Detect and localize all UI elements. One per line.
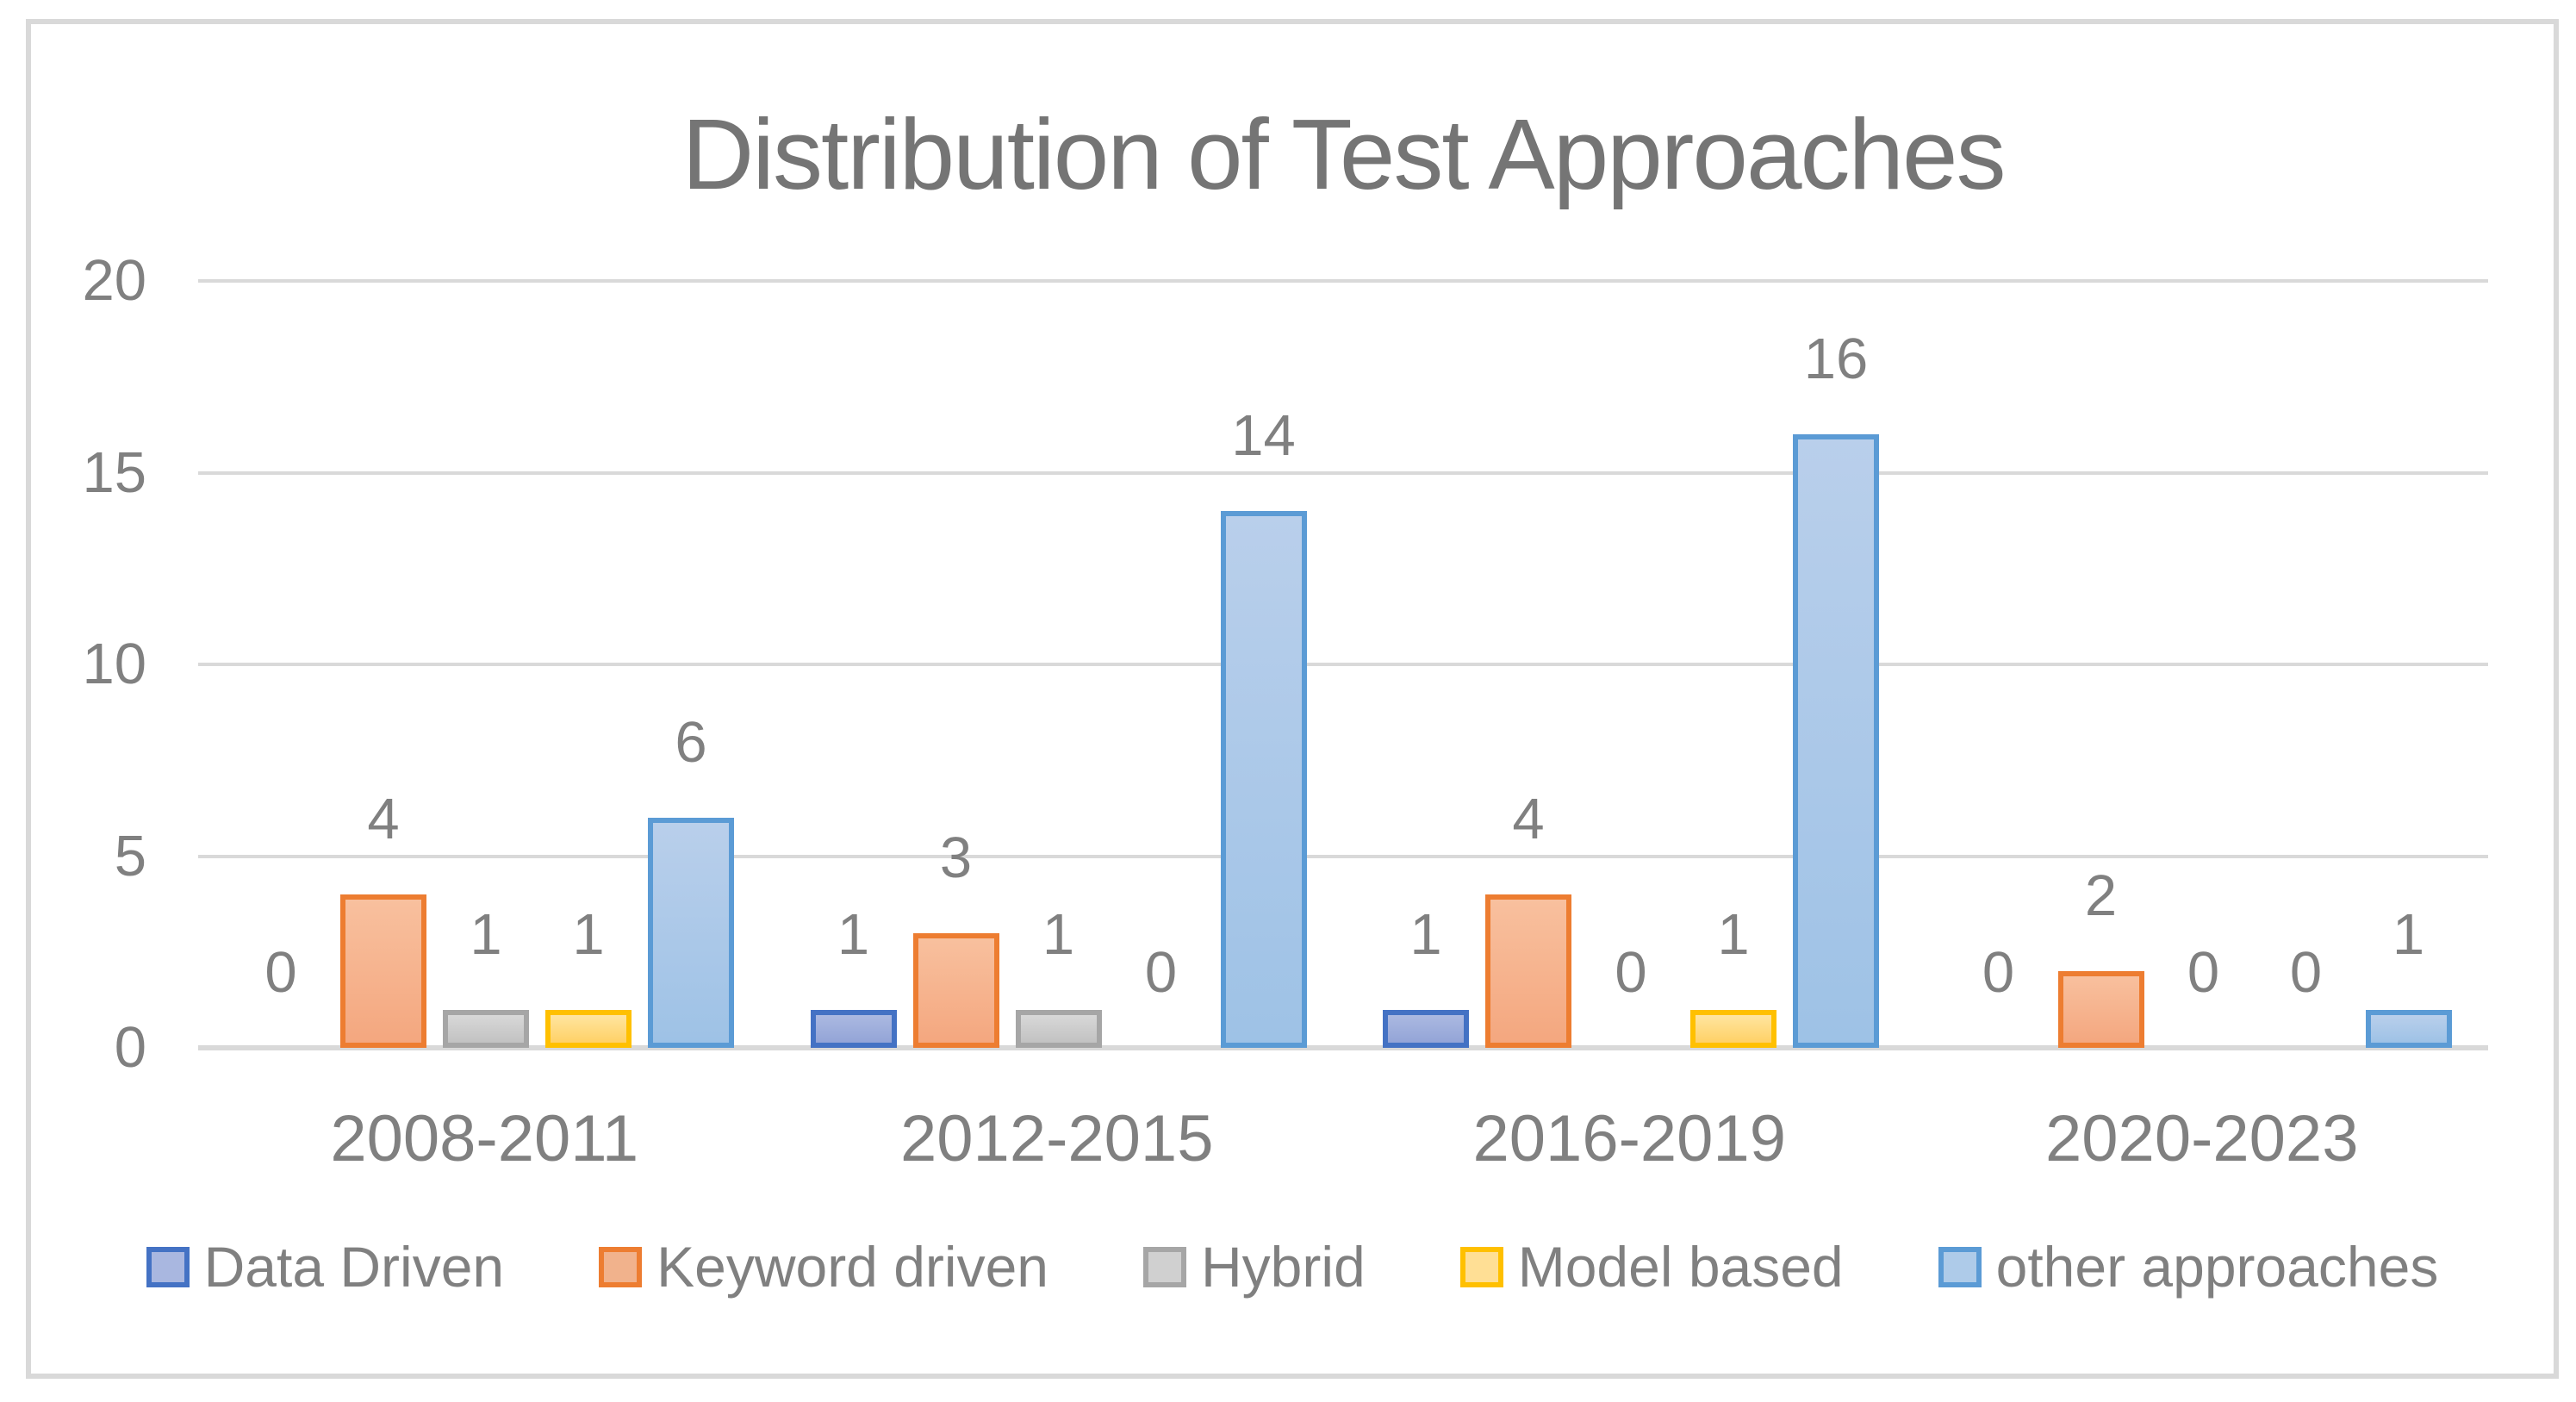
bar-data-driven-2016-2019 bbox=[1383, 1009, 1469, 1048]
y-tick-label-15: 15 bbox=[82, 439, 146, 505]
bar-model-based-2008-2011 bbox=[545, 1009, 632, 1048]
data-label-keyword-driven-2020-2023: 2 bbox=[2084, 863, 2118, 928]
data-label-hybrid-2020-2023: 0 bbox=[2187, 940, 2220, 1005]
data-label-data-driven-2016-2019: 1 bbox=[1409, 901, 1442, 967]
legend-label-hybrid: Hybrid bbox=[1201, 1235, 1366, 1299]
category-label-2012-2015: 2012-2015 bbox=[900, 1102, 1214, 1175]
legend-item-data-driven: Data Driven bbox=[146, 1234, 504, 1299]
y-tick-label-5: 5 bbox=[114, 823, 146, 888]
bar-hybrid-2008-2011 bbox=[443, 1009, 529, 1048]
chart-title: Distribution of Test Approaches bbox=[681, 98, 2007, 210]
legend-swatch-data-driven bbox=[146, 1246, 190, 1287]
data-label-data-driven-2012-2015: 1 bbox=[837, 901, 870, 967]
data-label-other-approaches-2008-2011: 6 bbox=[675, 710, 707, 775]
category-label-2020-2023: 2020-2023 bbox=[2045, 1102, 2359, 1175]
gridline-15 bbox=[198, 470, 2488, 475]
bar-hybrid-2012-2015 bbox=[1015, 1009, 1102, 1048]
category-label-2008-2011: 2008-2011 bbox=[330, 1102, 639, 1175]
data-label-keyword-driven-2008-2011: 4 bbox=[367, 787, 400, 851]
data-label-model-based-2020-2023: 0 bbox=[2289, 940, 2323, 1005]
legend-item-other-approaches: other approaches bbox=[1938, 1234, 2439, 1299]
data-label-other-approaches-2012-2015: 14 bbox=[1231, 403, 1296, 468]
data-label-keyword-driven-2012-2015: 3 bbox=[939, 825, 973, 890]
x-axis-line bbox=[198, 1045, 2488, 1050]
bar-keyword-driven-2012-2015 bbox=[912, 932, 999, 1048]
bar-other-approaches-2016-2019 bbox=[1793, 434, 1879, 1048]
legend-label-keyword-driven: Keyword driven bbox=[656, 1235, 1048, 1299]
bar-model-based-2016-2019 bbox=[1690, 1009, 1776, 1048]
bar-data-driven-2012-2015 bbox=[810, 1009, 897, 1048]
legend-swatch-keyword-driven bbox=[599, 1246, 643, 1287]
data-label-hybrid-2016-2019: 0 bbox=[1615, 940, 1647, 1005]
legend-swatch-hybrid bbox=[1143, 1246, 1186, 1287]
legend-label-data-driven: Data Driven bbox=[203, 1235, 505, 1299]
data-label-model-based-2016-2019: 1 bbox=[1717, 901, 1750, 967]
category-label-2016-2019: 2016-2019 bbox=[1472, 1102, 1786, 1175]
legend-item-hybrid: Hybrid bbox=[1143, 1234, 1366, 1299]
legend-swatch-model-based bbox=[1459, 1246, 1503, 1287]
legend-item-keyword-driven: Keyword driven bbox=[599, 1234, 1048, 1299]
y-tick-label-10: 10 bbox=[82, 632, 146, 696]
bar-other-approaches-2008-2011 bbox=[648, 818, 734, 1048]
data-label-other-approaches-2016-2019: 16 bbox=[1803, 327, 1869, 391]
y-tick-label-0: 0 bbox=[114, 1015, 146, 1080]
legend-label-other-approaches: other approaches bbox=[1995, 1235, 2439, 1299]
bar-other-approaches-2012-2015 bbox=[1220, 511, 1307, 1048]
data-label-data-driven-2020-2023: 0 bbox=[1982, 940, 2015, 1005]
legend-swatch-other-approaches bbox=[1938, 1246, 1982, 1287]
gridline-5 bbox=[198, 854, 2488, 858]
gridline-20 bbox=[198, 279, 2488, 283]
gridline-10 bbox=[198, 663, 2488, 666]
y-tick-label-20: 20 bbox=[82, 248, 146, 313]
bar-keyword-driven-2008-2011 bbox=[340, 894, 426, 1048]
data-label-model-based-2012-2015: 0 bbox=[1144, 940, 1178, 1005]
bar-other-approaches-2020-2023 bbox=[2365, 1009, 2452, 1048]
legend-item-model-based: Model based bbox=[1459, 1234, 1844, 1299]
data-label-keyword-driven-2016-2019: 4 bbox=[1512, 787, 1545, 851]
data-label-hybrid-2012-2015: 1 bbox=[1042, 901, 1075, 967]
data-label-data-driven-2008-2011: 0 bbox=[264, 940, 297, 1005]
bar-keyword-driven-2016-2019 bbox=[1485, 894, 1571, 1048]
data-label-hybrid-2008-2011: 1 bbox=[470, 901, 502, 967]
data-label-other-approaches-2020-2023: 1 bbox=[2392, 901, 2425, 967]
legend-label-model-based: Model based bbox=[1517, 1235, 1844, 1299]
bar-keyword-driven-2020-2023 bbox=[2057, 971, 2144, 1048]
legend: Data Driven Keyword driven Hybrid Model bas… bbox=[26, 1234, 2559, 1299]
data-label-model-based-2008-2011: 1 bbox=[572, 901, 605, 967]
